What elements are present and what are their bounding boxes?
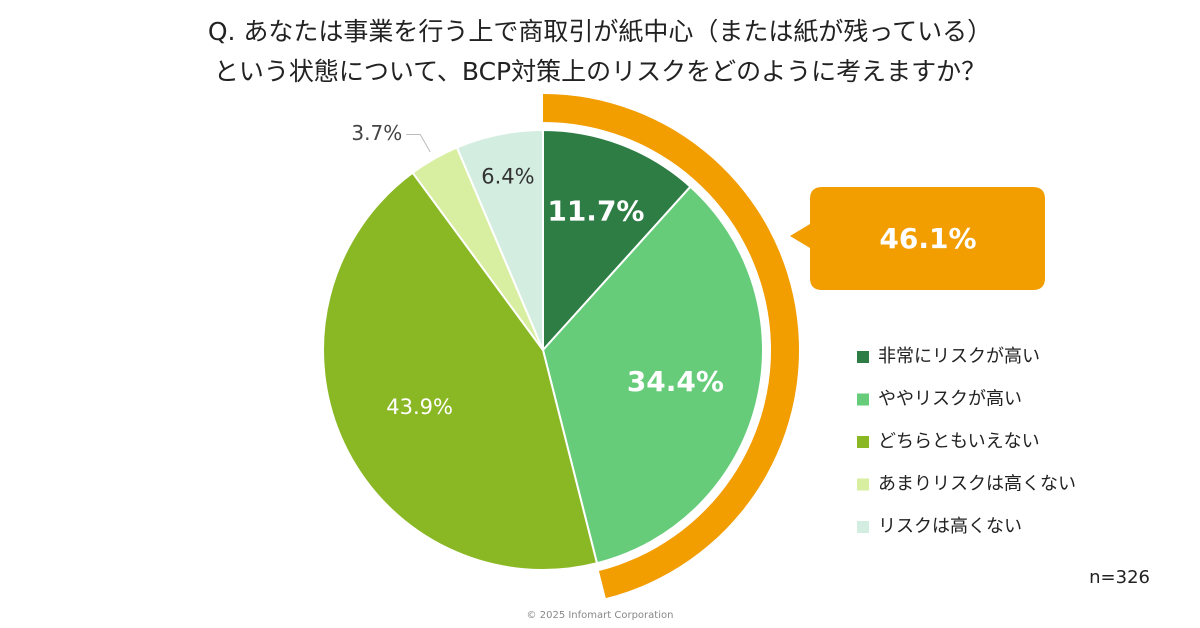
data-label: 6.4% [481, 165, 534, 189]
pie-slice [541, 185, 764, 565]
pie-slice [322, 171, 599, 571]
legend-swatch [857, 478, 869, 491]
legend-label: ややリスクが高い [878, 389, 1022, 410]
legend-swatch [857, 393, 869, 406]
callout-arc [543, 94, 799, 599]
callout-box [790, 187, 1045, 290]
legend-label: どちらともいえない [878, 431, 1040, 452]
legend-swatch [857, 521, 869, 533]
callout-label: 46.1% [879, 222, 976, 255]
data-label: 3.7% [351, 121, 402, 145]
legend-label: あまりリスクは高くない [878, 474, 1076, 495]
chart-title: という状態について、BCP対策上のリスクをどのように考えますか？ [214, 57, 986, 86]
legend-label: リスクは高くない [878, 516, 1022, 537]
data-label: 34.4% [627, 365, 724, 398]
copyright: © 2025 Infomart Corporation [527, 610, 674, 621]
data-label: 11.7% [547, 194, 644, 227]
chart-title: Q. あなたは事業を行う上で商取引が紙中心（または紙が残っている） [208, 17, 992, 46]
pie-slice [455, 128, 544, 351]
pie-slice [542, 128, 692, 353]
sample-size: n=326 [1089, 567, 1150, 588]
leader-line [406, 134, 431, 153]
legend-label: 非常にリスクが高い [878, 346, 1040, 367]
data-label: 43.9% [386, 395, 453, 419]
legend-swatch [857, 436, 869, 448]
legend-swatch [857, 351, 869, 363]
